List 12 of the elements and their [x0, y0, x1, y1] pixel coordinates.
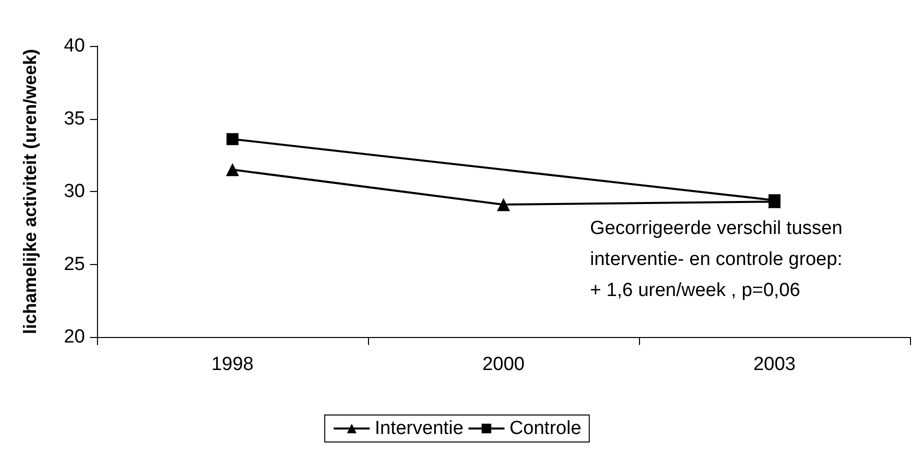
- y-tick-label: 40: [64, 36, 85, 56]
- x-tick-label: 2000: [482, 354, 525, 375]
- y-tick-label: 20: [64, 326, 85, 348]
- y-tick-label: 30: [64, 181, 85, 202]
- y-axis-title: lichamelijke activiteit (uren/week): [20, 48, 40, 334]
- legend-label: Interventie: [374, 418, 464, 439]
- x-tick-label: 2003: [753, 354, 796, 375]
- y-tick-label: 35: [64, 108, 85, 130]
- annotation: Gecorrigeerde verschil tussen interventie- en controle groep: + 1,6 uren/week , p=0,06: [590, 218, 842, 301]
- x-tick-label: 1998: [211, 354, 254, 375]
- y-tick-label: 25: [64, 254, 85, 275]
- legend-label: Controle: [509, 418, 582, 439]
